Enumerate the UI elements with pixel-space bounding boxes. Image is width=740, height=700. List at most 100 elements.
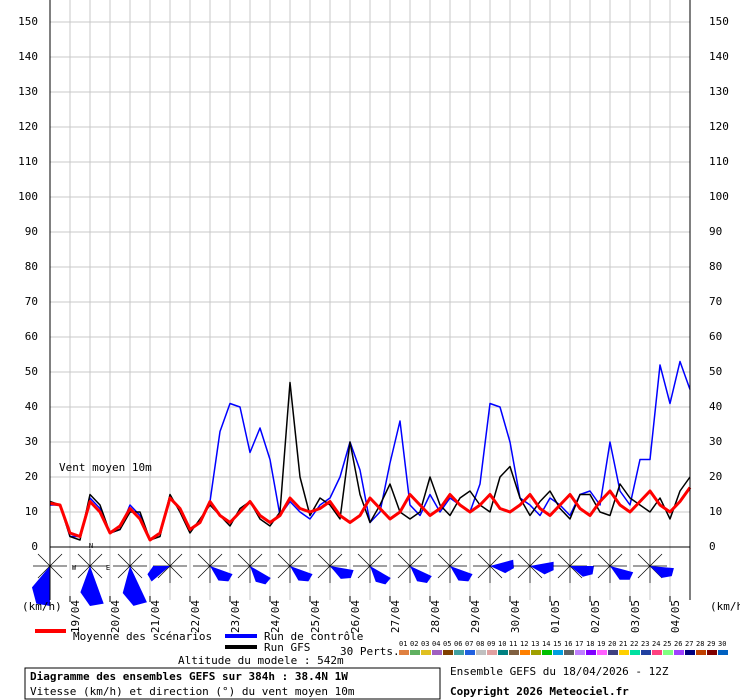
y-tick-label: 130: [18, 85, 38, 98]
y2-tick-label: 80: [709, 260, 722, 273]
rose-spoke: [169, 553, 183, 567]
wind-rose: [147, 549, 187, 583]
x-tick-label: 21/04: [149, 600, 162, 633]
rose-petal: [290, 566, 313, 582]
x-tick-label: 28/04: [429, 600, 442, 633]
rose-spoke: [249, 553, 263, 567]
y-tick-label: 0: [31, 540, 38, 553]
x-tick-label: 27/04: [389, 600, 402, 633]
rose-spoke: [409, 553, 423, 567]
y2-tick-label: 0: [709, 540, 716, 553]
pert-label: 23: [641, 640, 649, 648]
legend-label: Moyenne des scénarios: [73, 630, 212, 643]
rose-spoke: [77, 565, 91, 579]
y2-tick-label: 10: [709, 505, 722, 518]
pert-swatch: [641, 650, 651, 655]
pert-swatch: [685, 650, 695, 655]
rose-petal: [570, 565, 594, 577]
pert-swatch: [443, 650, 453, 655]
pert-swatch: [465, 650, 475, 655]
pert-swatch: [531, 650, 541, 655]
wind-roses: [31, 549, 674, 606]
pert-swatch: [542, 650, 552, 655]
pert-swatch: [454, 650, 464, 655]
pert-swatch: [619, 650, 629, 655]
pert-swatch: [487, 650, 497, 655]
rose-spoke: [237, 553, 251, 567]
pert-swatch: [575, 650, 585, 655]
rose-spoke: [237, 565, 251, 579]
pert-label: 14: [542, 640, 550, 648]
rose-label: W: [72, 564, 77, 572]
rose-spoke: [437, 553, 451, 567]
rose-spoke: [649, 553, 663, 567]
y2-tick-label: 140: [709, 50, 729, 63]
pert-label: 13: [531, 640, 539, 648]
y-tick-label: 100: [18, 190, 38, 203]
pert-swatch: [718, 650, 728, 655]
y-tick-label: 80: [25, 260, 38, 273]
rose-spoke: [277, 565, 291, 579]
wind-rose: [433, 549, 473, 583]
rose-petal: [650, 566, 674, 578]
x-tick-label: 02/05: [589, 600, 602, 633]
wind-rose: [513, 549, 554, 583]
rose-spoke: [597, 565, 611, 579]
wind-rose: [633, 549, 674, 583]
legend-label: Run de contrôle: [264, 630, 363, 643]
rose-spoke: [397, 565, 411, 579]
wind-rose: [31, 549, 67, 606]
x-tick-label: 03/05: [629, 600, 642, 633]
rose-spoke: [517, 565, 531, 579]
rose-spoke: [569, 553, 583, 567]
y-tick-label: 90: [25, 225, 38, 238]
pert-label: 22: [630, 640, 638, 648]
rose-spoke: [37, 553, 51, 567]
rose-spoke: [197, 553, 211, 567]
rose-spoke: [597, 553, 611, 567]
rose-spoke: [517, 553, 531, 567]
legend: Moyenne des scénarios Run de contrôle Ru…: [35, 629, 728, 658]
pert-label: 01: [399, 640, 407, 648]
x-tick-label: 19/04: [69, 600, 82, 633]
rose-spoke: [637, 553, 651, 567]
pert-swatch: [630, 650, 640, 655]
rose-spoke: [397, 553, 411, 567]
pert-label: 24: [652, 640, 660, 648]
perturbations-title: 30 Perts.: [340, 645, 400, 658]
rose-spoke: [529, 553, 543, 567]
wind-rose: [233, 549, 271, 585]
copyright: Copyright 2026 Meteociel.fr: [450, 685, 629, 698]
y2-tick-label: 130: [709, 85, 729, 98]
rose-petal: [410, 566, 432, 583]
y-tick-label: 120: [18, 120, 38, 133]
series-line: [49, 486, 692, 542]
pert-label: 18: [586, 640, 594, 648]
rose-spoke: [329, 553, 343, 567]
y-tick-label: 110: [18, 155, 38, 168]
wind-rose: [73, 549, 107, 606]
rose-petal: [250, 566, 271, 585]
pert-label: 10: [498, 640, 506, 648]
rose-spoke: [369, 553, 383, 567]
pert-label: 08: [476, 640, 484, 648]
y-tick-label: 60: [25, 330, 38, 343]
y-tick-label: 150: [18, 15, 38, 28]
rose-spoke: [477, 565, 491, 579]
wind-rose: [193, 549, 233, 583]
rose-spoke: [609, 553, 623, 567]
pert-label: 27: [685, 640, 693, 648]
pert-swatch: [652, 650, 662, 655]
pert-label: 12: [520, 640, 528, 648]
pert-label: 15: [553, 640, 561, 648]
rose-spoke: [197, 565, 211, 579]
y2-tick-label: 70: [709, 295, 722, 308]
rose-spoke: [89, 565, 103, 579]
rose-petal: [370, 566, 391, 585]
x-tick-label: 20/04: [109, 600, 122, 633]
rose-spoke: [277, 553, 291, 567]
wind-rose: [553, 549, 594, 583]
x-tick-label: 24/04: [269, 600, 282, 633]
pert-label: 05: [443, 640, 451, 648]
y2-tick-label: 20: [709, 470, 722, 483]
